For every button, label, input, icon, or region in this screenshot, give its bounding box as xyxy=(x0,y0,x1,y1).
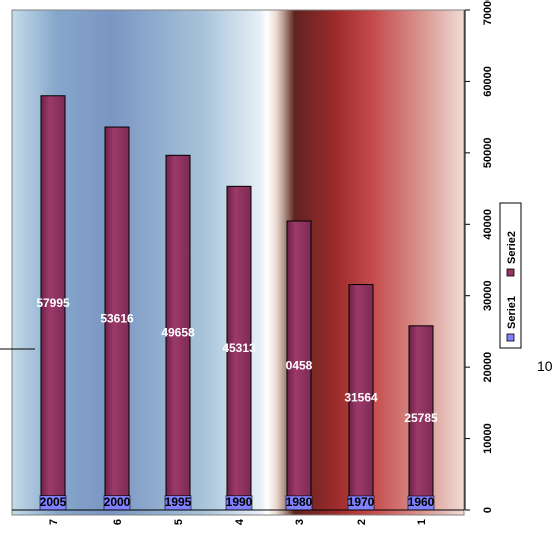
data-label-serie1-4: 1990 xyxy=(226,495,253,509)
data-label-serie2-6: 53616 xyxy=(100,312,134,326)
data-label-serie1-1: 1960 xyxy=(408,495,435,509)
bar-serie2-1 xyxy=(408,325,434,511)
value-axis-ticks: 0 10000 20000 30000 40000 50000 60000 70000 xyxy=(465,0,494,513)
bar-serie2-5 xyxy=(165,154,191,511)
value-tick-label-40000: 40000 xyxy=(482,209,494,240)
bar-serie2-2 xyxy=(348,284,374,511)
legend-swatch-serie2 xyxy=(506,268,515,277)
data-label-serie1-5: 1995 xyxy=(165,495,192,509)
data-label-serie1-7: 2005 xyxy=(40,495,67,509)
data-label-serie2-2: 31564 xyxy=(344,390,378,404)
category-label-1: 1 xyxy=(416,519,428,525)
legend-label-serie1: Serie1 xyxy=(506,296,518,329)
bar-serie2-4 xyxy=(226,185,252,511)
category-label-5: 5 xyxy=(173,519,185,525)
data-label-serie1-3: 1980 xyxy=(286,495,313,509)
stray-text: 10 xyxy=(537,358,553,374)
category-label-4: 4 xyxy=(234,518,246,525)
value-tick-label-30000: 30000 xyxy=(482,280,494,311)
category-label-6: 6 xyxy=(112,519,124,525)
data-label-serie2-5: 49658 xyxy=(161,326,195,340)
value-tick-label-20000: 20000 xyxy=(482,352,494,383)
category-label-3: 3 xyxy=(294,519,306,525)
value-tick-label-50000: 50000 xyxy=(482,138,494,169)
bar-serie2-3 xyxy=(286,220,312,511)
value-tick-label-70000: 70000 xyxy=(482,0,494,25)
legend-label-serie2: Serie2 xyxy=(506,231,518,264)
data-label-serie2-3: 0458 xyxy=(286,359,313,373)
legend-swatch-serie1 xyxy=(506,333,515,342)
legend: Serie1 Serie2 xyxy=(499,202,522,349)
value-tick-label-10000: 10000 xyxy=(482,423,494,454)
value-tick-label-60000: 60000 xyxy=(482,66,494,97)
value-tick-label-0: 0 xyxy=(482,507,494,513)
data-label-serie2-7: 57995 xyxy=(36,296,70,310)
data-label-serie2-4: 45313 xyxy=(222,341,256,355)
data-label-serie1-6: 2000 xyxy=(104,495,131,509)
bar-serie2-6 xyxy=(104,126,130,511)
data-label-serie2-1: 25785 xyxy=(404,411,438,425)
category-label-7: 7 xyxy=(48,519,60,525)
category-label-2: 2 xyxy=(356,519,368,525)
chart-marks: 2005 57995 7 2000 53616 6 1995 49658 5 1990 45313 4… xyxy=(36,95,438,525)
bar-serie2-7 xyxy=(40,95,66,511)
data-label-serie1-2: 1970 xyxy=(348,495,375,509)
